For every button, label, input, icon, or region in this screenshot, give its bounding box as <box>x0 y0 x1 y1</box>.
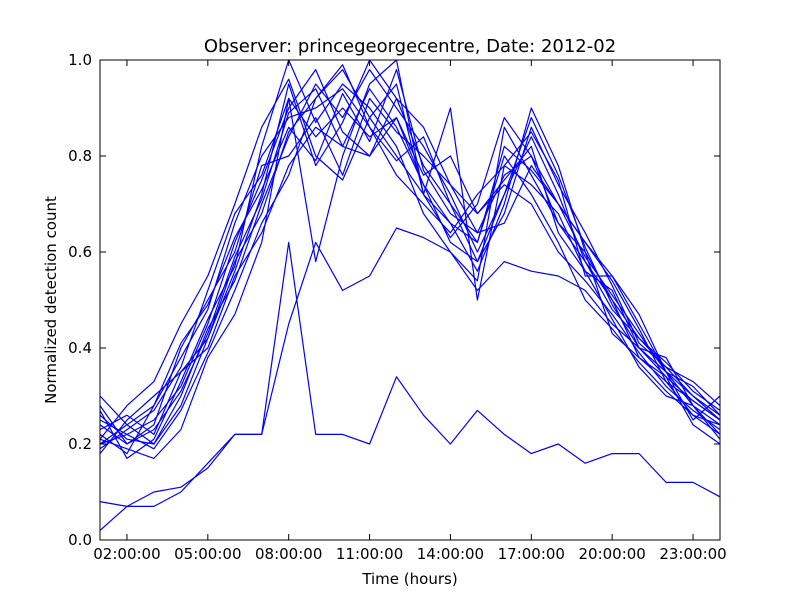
chart-title: Observer: princegeorgecentre, Date: 2012… <box>204 36 616 57</box>
x-tick-label: 11:00:00 <box>336 545 403 563</box>
y-tick-label: 1.0 <box>68 51 92 69</box>
series-line-14 <box>99 64 721 450</box>
y-tick-label: 0.2 <box>68 435 92 453</box>
y-axis-ticks: 0.0 0.2 0.4 0.6 0.8 1.0 <box>68 51 720 549</box>
series-line-7 <box>99 68 721 445</box>
y-tick-label: 0.0 <box>68 531 92 549</box>
series-line-8 <box>99 88 721 455</box>
x-tick-label: 20:00:00 <box>578 545 645 563</box>
series-line-16 <box>99 88 721 445</box>
series-line-15 <box>99 68 721 445</box>
x-axis-ticks: 02:00:00 05:00:00 08:00:00 11:00:00 14:00:00… <box>93 60 727 563</box>
plot-area <box>99 59 721 541</box>
x-tick-label: 17:00:00 <box>498 545 565 563</box>
x-tick-label: 14:00:00 <box>417 545 484 563</box>
plot-frame <box>99 59 721 541</box>
series-line-2 <box>99 241 721 507</box>
x-tick-label: 23:00:00 <box>659 545 726 563</box>
series-line-1 <box>99 227 721 531</box>
x-tick-label: 02:00:00 <box>93 545 160 563</box>
series-line-11 <box>99 97 721 450</box>
series-line-13 <box>99 78 721 440</box>
series-line-10 <box>99 97 721 435</box>
series-line-5 <box>99 59 721 445</box>
x-tick-label: 08:00:00 <box>255 545 322 563</box>
y-axis-label: Normalized detection count <box>42 196 60 404</box>
series-line-12 <box>99 59 721 459</box>
y-tick-label: 0.4 <box>68 339 92 357</box>
series-line-6 <box>99 97 721 445</box>
series-line-9 <box>99 68 721 445</box>
x-tick-label: 05:00:00 <box>174 545 241 563</box>
series-layer <box>99 59 721 531</box>
x-axis-label: Time (hours) <box>361 570 457 588</box>
y-tick-label: 0.6 <box>68 243 92 261</box>
y-tick-label: 0.8 <box>68 147 92 165</box>
